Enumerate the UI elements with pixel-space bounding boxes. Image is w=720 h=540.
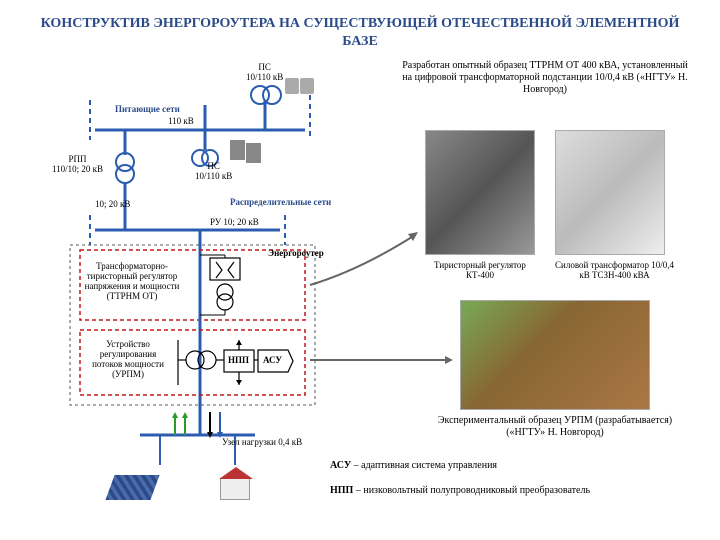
house-icon: [220, 478, 250, 500]
photo-kt400: [425, 130, 535, 255]
plant-icon: [246, 143, 261, 163]
label-router: Энергороутер: [268, 249, 324, 259]
label-urpm: Устройство регулирования потоков мощност…: [88, 340, 168, 380]
plant-icon: [285, 78, 299, 94]
label-rpp: РПП 110/10; 20 кВ: [52, 155, 103, 175]
legend-asu: АСУ АСУ – адаптивная система управления–…: [330, 460, 497, 471]
label-npp: НПП: [228, 355, 249, 365]
legend-npp: НПП – низковольтный полупроводниковый пр…: [330, 485, 630, 496]
plant-icon: [230, 140, 245, 160]
label-1020kv: 10; 20 кВ: [95, 200, 130, 210]
label-load-node: Узел нагрузки 0,4 кВ: [222, 438, 302, 448]
label-asu: АСУ: [263, 355, 282, 365]
photo-transformer: [555, 130, 665, 255]
label-ps2: ПС 10/110 кВ: [195, 162, 232, 182]
label-ttrnm: Трансформаторно-тиристорный регулятор на…: [82, 262, 182, 302]
label-distrib: Распределительные сети: [230, 198, 331, 208]
caption-transformer: Силовой трансформатор 10/0,4 кВ ТСЗН-400…: [552, 260, 677, 280]
plant-icon: [300, 78, 314, 94]
label-ru: РУ 10; 20 кВ: [210, 218, 259, 228]
desc-top: Разработан опытный образец ТТРНМ ОТ 400 …: [400, 60, 690, 96]
caption-urpm: Экспериментальный образец УРПМ (разрабат…: [420, 415, 690, 439]
solar-icon: [105, 475, 159, 500]
caption-kt400: Тиристорный регулятор КТ-400: [425, 260, 535, 280]
photo-urpm: [460, 300, 650, 410]
label-110kv: 110 кВ: [168, 117, 194, 127]
label-ps1: ПС 10/110 кВ: [246, 63, 283, 83]
label-feeding: Питающие сети: [115, 105, 180, 115]
